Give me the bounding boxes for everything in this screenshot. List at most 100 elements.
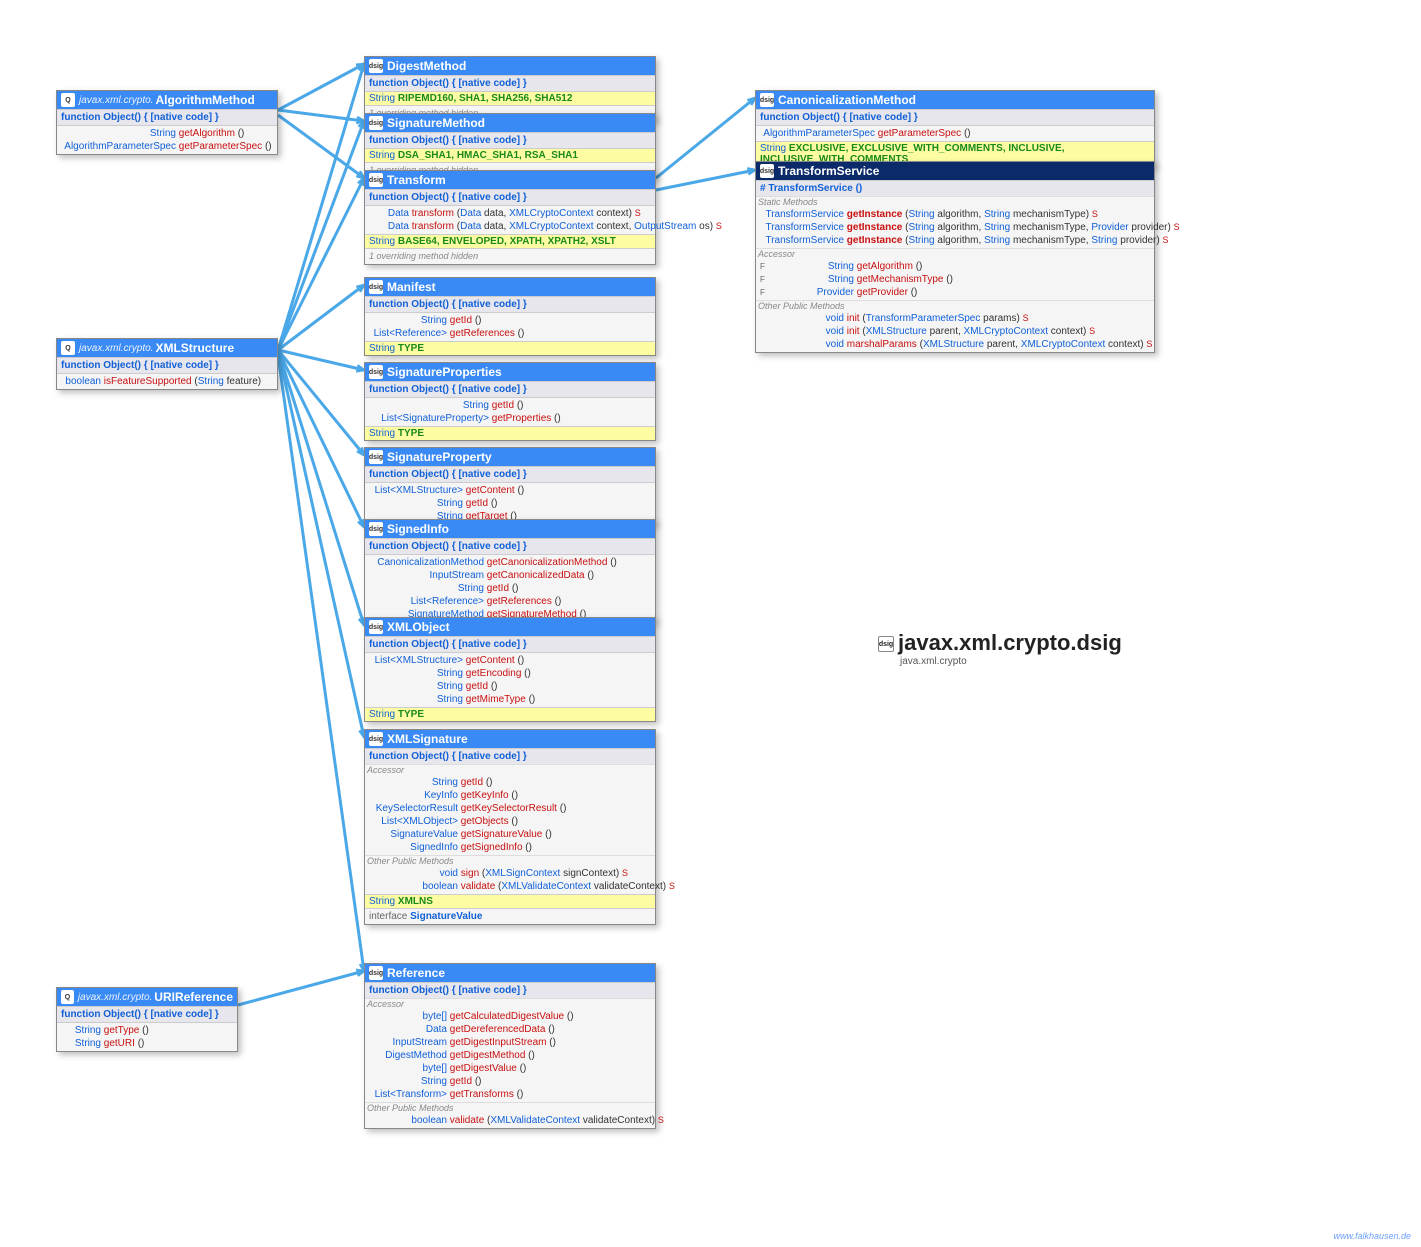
dsig-icon: Q — [61, 990, 74, 1004]
class-header: dsig Reference — [365, 964, 655, 982]
method-row: Data transform (Data data, XMLCryptoCont… — [369, 207, 651, 220]
method-row: String getId () — [369, 776, 651, 789]
method-row: List<SignatureProperty> getProperties () — [369, 412, 651, 425]
constructor-row: function Object() { [native code] } — [365, 75, 655, 91]
package-icon: dsig — [878, 636, 894, 652]
class-header: dsigSignatureProperties — [365, 363, 655, 381]
dsig-icon: Q — [61, 341, 75, 355]
method-row: String getAlgorithm () — [61, 127, 273, 140]
connector-layer — [0, 0, 1421, 1247]
method-row: SignatureValue getSignatureValue () — [369, 828, 651, 841]
class-box-reference: dsigReferencefunction Object() { [native… — [364, 963, 656, 1129]
class-title: XMLSignature — [387, 732, 468, 746]
dsig-icon: dsig — [369, 620, 383, 634]
method-row: FString getMechanismType () — [760, 273, 1150, 286]
method-row: String getURI () — [61, 1037, 233, 1050]
dsig-icon: dsig — [369, 173, 383, 187]
method-row: FProvider getProvider () — [760, 286, 1150, 299]
method-row: Data transform (Data data, XMLCryptoCont… — [369, 220, 651, 233]
constant-row: String XMLNS — [365, 894, 655, 908]
note-row: 1 overriding method hidden — [365, 248, 655, 264]
constant-row: String DSA_SHA1, HMAC_SHA1, RSA_SHA1 — [365, 148, 655, 162]
extra-note: interface SignatureValue — [365, 908, 655, 924]
method-row: String getId () — [369, 497, 651, 510]
method-group-label: Accessor — [756, 248, 1154, 259]
class-header: Qjavax.xml.crypto.URIReference — [57, 988, 237, 1006]
method-row: void init (TransformParameterSpec params… — [760, 312, 1150, 325]
constructor-row: function Object() { [native code] } — [57, 109, 277, 125]
dsig-icon: Q — [61, 93, 75, 107]
method-group-label: Other Public Methods — [756, 300, 1154, 311]
method-row: boolean validate (XMLValidateContext val… — [369, 880, 651, 893]
class-title: Reference — [387, 966, 445, 980]
method-row: String getEncoding () — [369, 667, 651, 680]
connector-line — [278, 350, 364, 370]
method-group-label: Other Public Methods — [365, 855, 655, 866]
constructor-row: function Object() { [native code] } — [365, 748, 655, 764]
method-row: void init (XMLStructure parent, XMLCrypt… — [760, 325, 1150, 338]
constant-row: String TYPE — [365, 341, 655, 355]
class-title: TransformService — [778, 164, 879, 178]
class-title: SignatureMethod — [387, 116, 485, 130]
constructor-row: function Object() { [native code] } — [365, 189, 655, 205]
dsig-icon: dsig — [369, 966, 383, 980]
connector-line — [278, 350, 364, 455]
class-header: dsig XMLSignature — [365, 730, 655, 748]
class-header: dsigSignatureMethod — [365, 114, 655, 132]
class-header: dsig CanonicalizationMethod — [756, 91, 1154, 109]
constant-row: String BASE64, ENVELOPED, XPATH, XPATH2,… — [365, 234, 655, 248]
method-row: CanonicalizationMethod getCanonicalizati… — [369, 556, 651, 569]
method-row: AlgorithmParameterSpec getParameterSpec … — [61, 140, 273, 153]
method-group-label: Static Methods — [756, 196, 1154, 207]
method-row: InputStream getDigestInputStream () — [369, 1036, 651, 1049]
method-row: TransformService getInstance (String alg… — [760, 234, 1150, 247]
method-row: InputStream getCanonicalizedData () — [369, 569, 651, 582]
package-title: dsigjavax.xml.crypto.dsig — [878, 630, 1122, 656]
method-row: List<XMLStructure> getContent () — [369, 654, 651, 667]
class-title: AlgorithmMethod — [155, 93, 254, 107]
class-title: SignedInfo — [387, 522, 449, 536]
connector-line — [278, 285, 364, 350]
class-title: Transform — [387, 173, 446, 187]
method-row: String getId () — [369, 680, 651, 693]
dsig-icon: dsig — [369, 522, 383, 536]
method-group-label: Accessor — [365, 998, 655, 1009]
connector-line — [656, 98, 755, 178]
method-row: void marshalParams (XMLStructure parent,… — [760, 338, 1150, 351]
constructor-row: function Object() { [native code] } — [365, 466, 655, 482]
connector-line — [278, 350, 364, 625]
diagram-canvas: Qjavax.xml.crypto.AlgorithmMethodfunctio… — [0, 0, 1421, 1247]
class-header: dsigXMLObject — [365, 618, 655, 636]
credit-label: www.falkhausen.de — [1333, 1231, 1411, 1241]
method-row: String getId () — [369, 1075, 651, 1088]
connector-line — [656, 170, 755, 190]
class-box-manifest: dsigManifestfunction Object() { [native … — [364, 277, 656, 356]
package-parent: java.xml.crypto — [900, 656, 967, 667]
method-row: KeyInfo getKeyInfo () — [369, 789, 651, 802]
constructor-row: function Object() { [native code] } — [57, 1006, 237, 1022]
dsig-icon: dsig — [369, 59, 383, 73]
method-row: String getType () — [61, 1024, 233, 1037]
class-header: Qjavax.xml.crypto.XMLStructure — [57, 339, 277, 357]
method-row: TransformService getInstance (String alg… — [760, 221, 1150, 234]
dsig-icon: dsig — [760, 164, 774, 178]
class-title: DigestMethod — [387, 59, 466, 73]
class-title: XMLStructure — [155, 341, 234, 355]
connector-line — [278, 121, 364, 350]
dsig-icon: dsig — [760, 93, 774, 107]
method-row: KeySelectorResult getKeySelectorResult (… — [369, 802, 651, 815]
method-row: List<Transform> getTransforms () — [369, 1088, 651, 1101]
method-row: boolean isFeatureSupported (String featu… — [61, 375, 273, 388]
method-row: String getId () — [369, 399, 651, 412]
constructor-row: function Object() { [native code] } — [365, 132, 655, 148]
class-title: CanonicalizationMethod — [778, 93, 916, 107]
class-title: SignatureProperty — [387, 450, 492, 464]
connector-line — [278, 350, 364, 527]
method-row: byte[] getCalculatedDigestValue () — [369, 1010, 651, 1023]
dsig-icon: dsig — [369, 450, 383, 464]
dsig-icon: dsig — [369, 732, 383, 746]
method-row: boolean validate (XMLValidateContext val… — [369, 1114, 651, 1127]
method-row: String getId () — [369, 314, 651, 327]
class-title: URIReference — [154, 990, 233, 1004]
class-header: dsig SignedInfo — [365, 520, 655, 538]
